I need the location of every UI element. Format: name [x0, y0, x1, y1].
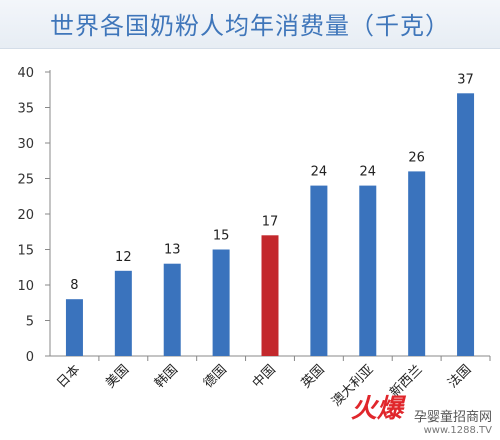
- data-label: 26: [408, 150, 425, 165]
- category-label: 日本: [54, 362, 83, 391]
- y-tick-label: 40: [17, 66, 34, 81]
- bar: [261, 235, 279, 356]
- bar: [114, 270, 132, 356]
- chart-title: 世界各国奶粉人均年消费量（千克）: [50, 12, 450, 40]
- y-tick-label: 35: [17, 102, 34, 117]
- chart-axes: 0 5 10 15 20 25 30 35 40: [17, 66, 491, 365]
- category-label: 美国: [103, 362, 132, 391]
- watermark: 火爆 孕婴童招商网 www.1288.TV: [351, 388, 492, 436]
- watermark-logo: 火爆: [350, 394, 403, 424]
- y-tick-label: 5: [26, 315, 34, 330]
- watermark-site-name: 孕婴童招商网: [413, 410, 492, 425]
- bar: [359, 185, 377, 356]
- data-label: 15: [213, 229, 230, 244]
- chart-bars: [65, 93, 475, 357]
- category-label: 英国: [299, 362, 328, 391]
- bar: [212, 249, 230, 356]
- bar: [65, 299, 83, 356]
- chart-title-bar: 世界各国奶粉人均年消费量（千克）: [0, 0, 500, 49]
- category-label: 中国: [250, 362, 279, 391]
- data-label: 8: [70, 278, 78, 293]
- y-tick-label: 20: [17, 208, 34, 223]
- bar: [163, 263, 181, 356]
- category-label: 德国: [201, 362, 230, 391]
- bar: [310, 185, 328, 356]
- y-tick-label: 0: [26, 350, 34, 365]
- data-label: 37: [457, 72, 474, 87]
- y-tick-label: 25: [17, 173, 34, 188]
- y-tick-label: 15: [17, 244, 34, 259]
- data-label: 17: [262, 214, 279, 229]
- y-tick-label: 30: [17, 137, 34, 152]
- category-label: 韩国: [152, 362, 181, 391]
- data-label: 24: [360, 165, 377, 180]
- data-label: 24: [311, 165, 328, 180]
- bar: [457, 93, 475, 357]
- bar: [408, 171, 426, 356]
- data-label: 12: [115, 250, 132, 265]
- y-tick-label: 10: [17, 279, 34, 294]
- category-label: 法国: [445, 362, 474, 391]
- data-label: 13: [164, 243, 181, 258]
- watermark-url: www.1288.TV: [423, 425, 492, 436]
